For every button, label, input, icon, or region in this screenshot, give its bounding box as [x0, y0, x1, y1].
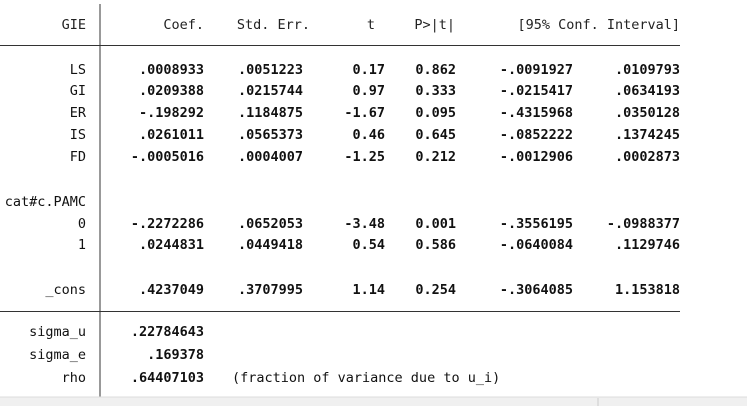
cell: .0565373	[238, 127, 303, 143]
stat-label: sigma_u	[29, 324, 86, 340]
column-header: t	[367, 17, 375, 33]
column-header: P>|t|	[414, 17, 455, 33]
stat-label: rho	[62, 370, 86, 386]
cell: 0.095	[415, 105, 456, 121]
cell: .0350128	[615, 105, 680, 121]
row-label: 1	[78, 237, 86, 253]
cell: .0634193	[615, 83, 680, 99]
cell: -1.67	[344, 105, 385, 121]
cell: -.0215417	[500, 83, 573, 99]
cell: .0051223	[238, 62, 303, 78]
cell: .0209388	[139, 83, 204, 99]
row-label: FD	[70, 149, 86, 165]
cell: -.0091927	[500, 62, 573, 78]
cell: .0652053	[238, 216, 303, 232]
column-header: [95% Conf. Interval]	[517, 17, 680, 33]
cell: .0215744	[238, 83, 303, 99]
row-label: LS	[70, 62, 86, 78]
row-label: _cons	[45, 282, 86, 298]
cell: .0449418	[238, 237, 303, 253]
cell: 0.46	[352, 127, 385, 143]
row-label: ER	[70, 105, 87, 121]
cell: .0109793	[615, 62, 680, 78]
row-label: IS	[70, 127, 86, 143]
cell: -.0012906	[500, 149, 573, 165]
cell: .0002873	[615, 149, 680, 165]
cell: 0.586	[415, 237, 456, 253]
cell: 0.54	[352, 237, 385, 253]
cell: 0.254	[415, 282, 456, 298]
cell: .1184875	[238, 105, 303, 121]
cell: 0.862	[415, 62, 456, 78]
stat-value: .169378	[147, 347, 204, 363]
cell: .1374245	[615, 127, 680, 143]
stat-value: .64407103	[131, 370, 204, 386]
row-label: cat#c.PAMC	[5, 194, 86, 210]
cell: -.198292	[139, 105, 204, 121]
cell: .0261011	[139, 127, 204, 143]
row-label: 0	[78, 216, 86, 232]
status-bar	[0, 397, 747, 406]
cell: -.4315968	[500, 105, 573, 121]
cell: -3.48	[344, 216, 385, 232]
column-header: GIE	[62, 17, 86, 33]
cell: -.0852222	[500, 127, 573, 143]
cell: -.3064085	[500, 282, 573, 298]
cell: -.3556195	[500, 216, 573, 232]
cell: 0.212	[415, 149, 456, 165]
cell: 1.153818	[615, 282, 680, 298]
cell: -.0640084	[500, 237, 573, 253]
cell: .0244831	[139, 237, 204, 253]
cell: -.0988377	[607, 216, 680, 232]
cell: .3707995	[238, 282, 303, 298]
cell: 0.333	[415, 83, 456, 99]
row-label: GI	[70, 83, 86, 99]
cell: .0004007	[238, 149, 303, 165]
stat-label: sigma_e	[29, 347, 86, 363]
cell: -1.25	[344, 149, 385, 165]
column-header: Std. Err.	[237, 17, 310, 33]
cell: 0.001	[415, 216, 456, 232]
cell: .1129746	[615, 237, 680, 253]
stat-value: .22784643	[131, 324, 204, 340]
cell: 0.97	[352, 83, 385, 99]
cell: .4237049	[139, 282, 204, 298]
column-header: Coef.	[163, 17, 204, 33]
cell: 0.645	[415, 127, 456, 143]
cell: 0.17	[352, 62, 385, 78]
stat-note: (fraction of variance due to u_i)	[232, 370, 500, 386]
cell: -.2272286	[131, 216, 204, 232]
cell: -.0005016	[131, 149, 204, 165]
cell: 1.14	[352, 282, 385, 298]
cell: .0008933	[139, 62, 204, 78]
